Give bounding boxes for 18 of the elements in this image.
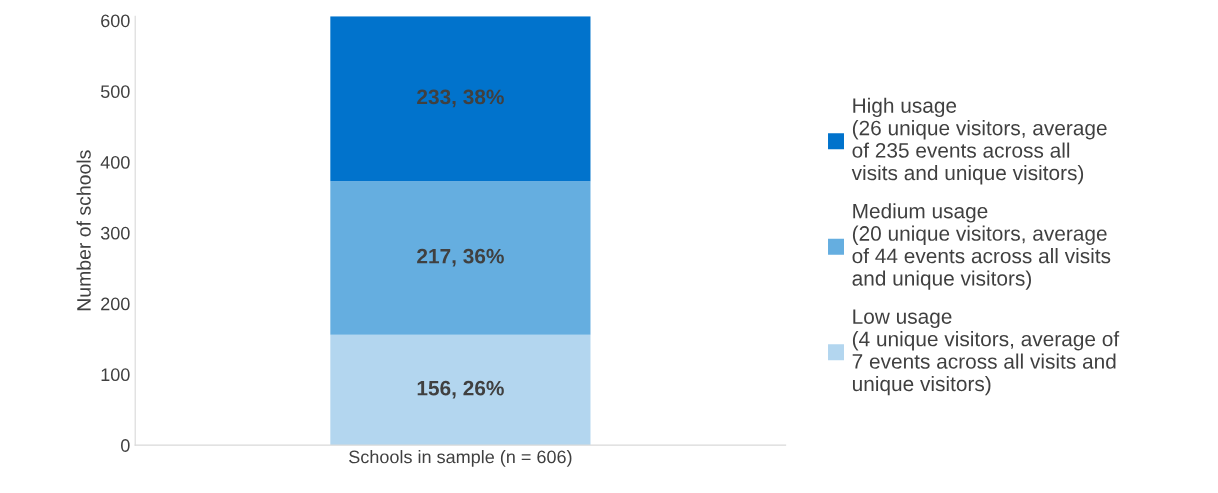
legend-label: High usage (26 unique visitors, average of 235 events across all visits and unique visitors)	[851, 97, 1107, 185]
legend-label: Low usage (4 unique visitors, average of 7 events across all visits and unique visitors)	[852, 309, 1120, 396]
y-tick-label: 300	[100, 226, 130, 240]
y-tick-label: 100	[101, 368, 130, 382]
bar	[330, 16, 591, 182]
y-tick-label: 400	[100, 156, 130, 169]
x-tick-label: Schools in sample (n = 606)	[349, 450, 572, 467]
legend-label: Medium usage (20 unique visitors, average of 44 events across all visits and unique visitors)	[852, 203, 1111, 290]
data-label: 217, 36%	[417, 248, 504, 267]
data-label: 156, 26%	[417, 380, 504, 399]
y-tick-label: 0	[121, 439, 130, 452]
data-label: 233, 38%	[417, 89, 504, 108]
y-tick-label: 600	[101, 14, 130, 28]
bar	[330, 181, 591, 335]
y-axis-title: Number of schools	[76, 150, 91, 311]
y-tick-label: 200	[101, 297, 130, 311]
bar	[330, 334, 591, 446]
y-tick-label: 500	[100, 85, 130, 99]
